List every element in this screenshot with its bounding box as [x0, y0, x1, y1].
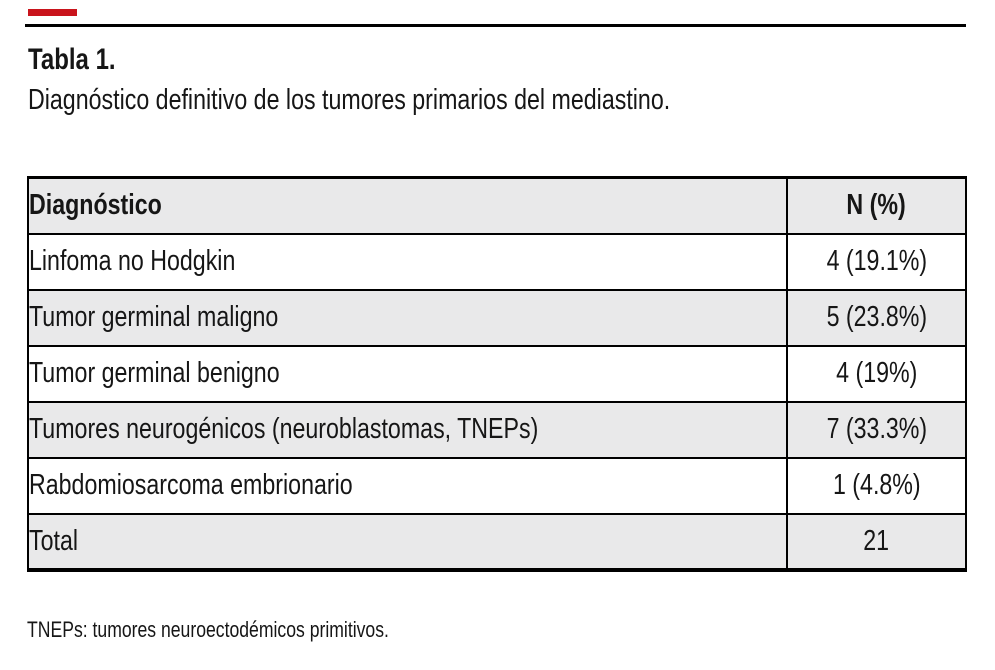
diagnosis-cell-text: Total — [29, 524, 79, 557]
diagnosis-table: Diagnóstico N (%) Linfoma no Hodgkin 4 (1… — [27, 176, 967, 572]
diagnosis-cell: Tumor germinal maligno — [27, 288, 788, 347]
diagnosis-cell-text: Linfoma no Hodgkin — [29, 245, 236, 277]
table-row: Linfoma no Hodgkin 4 (19.1%) — [27, 232, 967, 291]
count-cell: 5 (23.8%) — [786, 288, 967, 347]
count-cell-text: 5 (23.8%) — [826, 301, 927, 333]
count-cell: 21 — [786, 512, 967, 571]
count-cell-text: 21 — [863, 524, 890, 557]
diagnosis-cell-text: Tumor germinal maligno — [29, 301, 279, 333]
header-row: Diagnóstico N (%) — [27, 176, 967, 235]
table-header: Diagnóstico N (%) — [27, 176, 967, 235]
table-row: Tumores neurogénicos (neuroblastomas, TN… — [27, 400, 967, 459]
diagnosis-cell-text: Tumores neurogénicos (neuroblastomas, TN… — [29, 413, 539, 445]
count-cell: 4 (19.1%) — [786, 232, 967, 291]
diagnosis-cell: Linfoma no Hodgkin — [27, 232, 788, 291]
count-cell-text: 4 (19.1%) — [826, 245, 927, 277]
table-row: Tumor germinal benigno 4 (19%) — [27, 344, 967, 403]
count-cell: 4 (19%) — [786, 344, 967, 403]
table-caption: Diagnóstico definitivo de los tumores pr… — [28, 84, 831, 117]
column-header-diagnosis-text: Diagnóstico — [29, 189, 162, 222]
diagnosis-cell: Tumores neurogénicos (neuroblastomas, TN… — [27, 400, 788, 459]
table-caption-text: Diagnóstico definitivo de los tumores pr… — [28, 84, 671, 116]
footnote: TNEPs: tumores neuroectodémicos primitiv… — [27, 617, 479, 643]
count-cell: 1 (4.8%) — [786, 456, 967, 515]
accent-bar — [28, 9, 77, 16]
diagnosis-cell-text: Tumor germinal benigno — [29, 357, 280, 389]
table-label-text: Tabla 1. — [28, 43, 116, 76]
diagnosis-cell: Rabdomiosarcoma embrionario — [27, 456, 788, 515]
diagnosis-cell: Tumor germinal benigno — [27, 344, 788, 403]
footnote-text: TNEPs: tumores neuroectodémicos primitiv… — [27, 617, 389, 642]
diagnosis-cell-text: Rabdomiosarcoma embrionario — [29, 469, 353, 501]
count-cell-text: 7 (33.3%) — [826, 413, 927, 445]
table-label: Tabla 1. — [28, 43, 137, 76]
count-cell-text: 1 (4.8%) — [832, 469, 921, 501]
table-row: Total 21 — [27, 512, 967, 571]
count-cell-text: 4 (19%) — [835, 357, 918, 389]
column-header-n-text: N (%) — [846, 189, 907, 222]
table-body: Linfoma no Hodgkin 4 (19.1%) Tumor germina… — [27, 232, 967, 571]
count-cell: 7 (33.3%) — [786, 400, 967, 459]
top-rule — [25, 24, 966, 27]
column-header-diagnosis: Diagnóstico — [27, 176, 788, 235]
column-header-n: N (%) — [786, 176, 967, 235]
diagnosis-cell: Total — [27, 512, 788, 571]
table-row: Rabdomiosarcoma embrionario 1 (4.8%) — [27, 456, 967, 515]
table-row: Tumor germinal maligno 5 (23.8%) — [27, 288, 967, 347]
